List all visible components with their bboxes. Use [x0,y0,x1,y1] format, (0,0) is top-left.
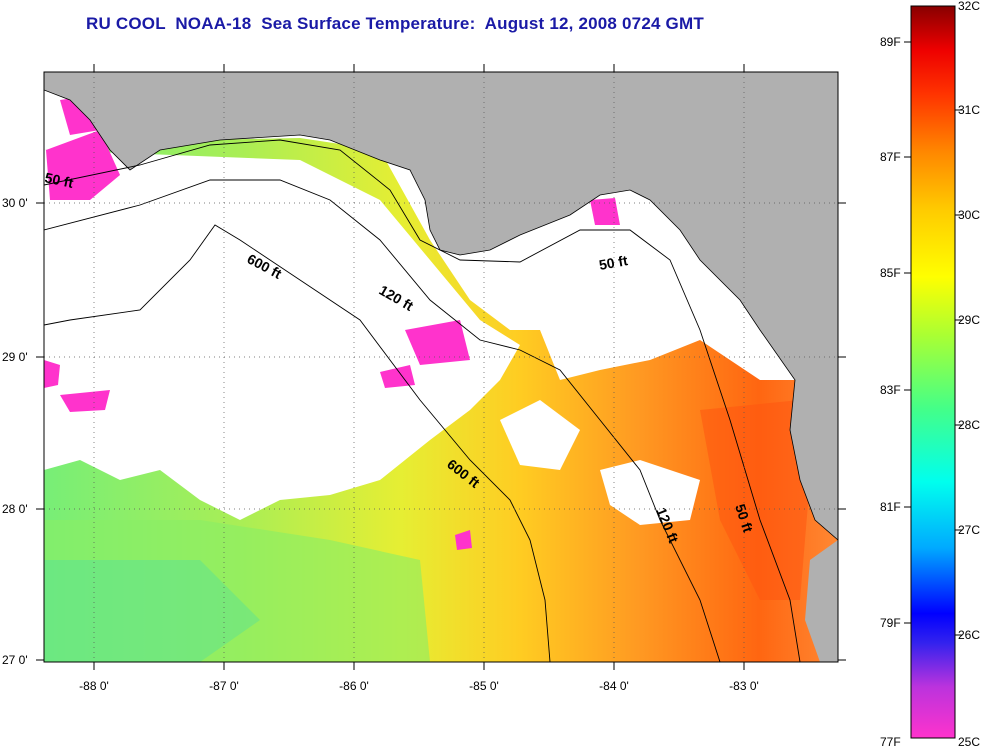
lon-tick-label: -88 0' [79,679,109,693]
colorbar-fahrenheit-label: 85F [880,266,901,280]
colorbar-celsius-label: 26C [958,628,980,642]
map-plot-area: 600 ft 120 ft 50 ft 600 ft 120 ft 50 ft … [43,72,838,662]
colorbar-fahrenheit-label: 77F [880,735,901,749]
colorbar-fahrenheit-label: 83F [880,383,901,397]
colorbar-fahrenheit-label: 89F [880,35,901,49]
colorbar-celsius-label: 30C [958,208,980,222]
colorbar [910,5,956,739]
tick-marks [36,64,846,670]
plot-frame [43,71,839,663]
colorbar-celsius-label: 29C [958,313,980,327]
pink-patches [44,74,620,550]
land [805,540,838,662]
lat-tick-label: 29 0' [2,350,28,364]
land [44,72,838,541]
depth-contours [44,139,801,662]
warm-water [700,400,810,600]
colorbar-ticks [904,41,962,636]
colorbar-fahrenheit-label: 81F [880,500,901,514]
cloud-patch [500,400,580,470]
colorbar-fahrenheit-label: 87F [880,150,901,164]
lon-tick-label: -85 0' [469,679,499,693]
colorbar-celsius-label: 28C [958,418,980,432]
lon-tick-label: -87 0' [209,679,239,693]
colorbar-fahrenheit-label: 79F [880,616,901,630]
gridlines [44,72,838,662]
cool-water [44,520,430,662]
cool-water [44,560,260,662]
lat-tick-label: 27 0' [2,653,28,667]
cloud-patch [600,460,700,525]
lat-tick-label: 30 0' [2,196,28,210]
contour-label: 50 ft [598,252,629,273]
contour-label: 50 ft [43,169,75,191]
map-title: RU COOL NOAA-18 Sea Surface Temperature:… [86,14,704,33]
lon-tick-label: -84 0' [599,679,629,693]
colorbar-celsius-label: 31C [958,103,980,117]
colorbar-celsius-label: 32C [958,0,980,13]
lon-tick-label: -86 0' [339,679,369,693]
colorbar-celsius-label: 27C [958,523,980,537]
colorbar-celsius-label: 25C [958,735,980,749]
lon-tick-label: -83 0' [729,679,759,693]
lat-tick-label: 28 0' [2,502,28,516]
